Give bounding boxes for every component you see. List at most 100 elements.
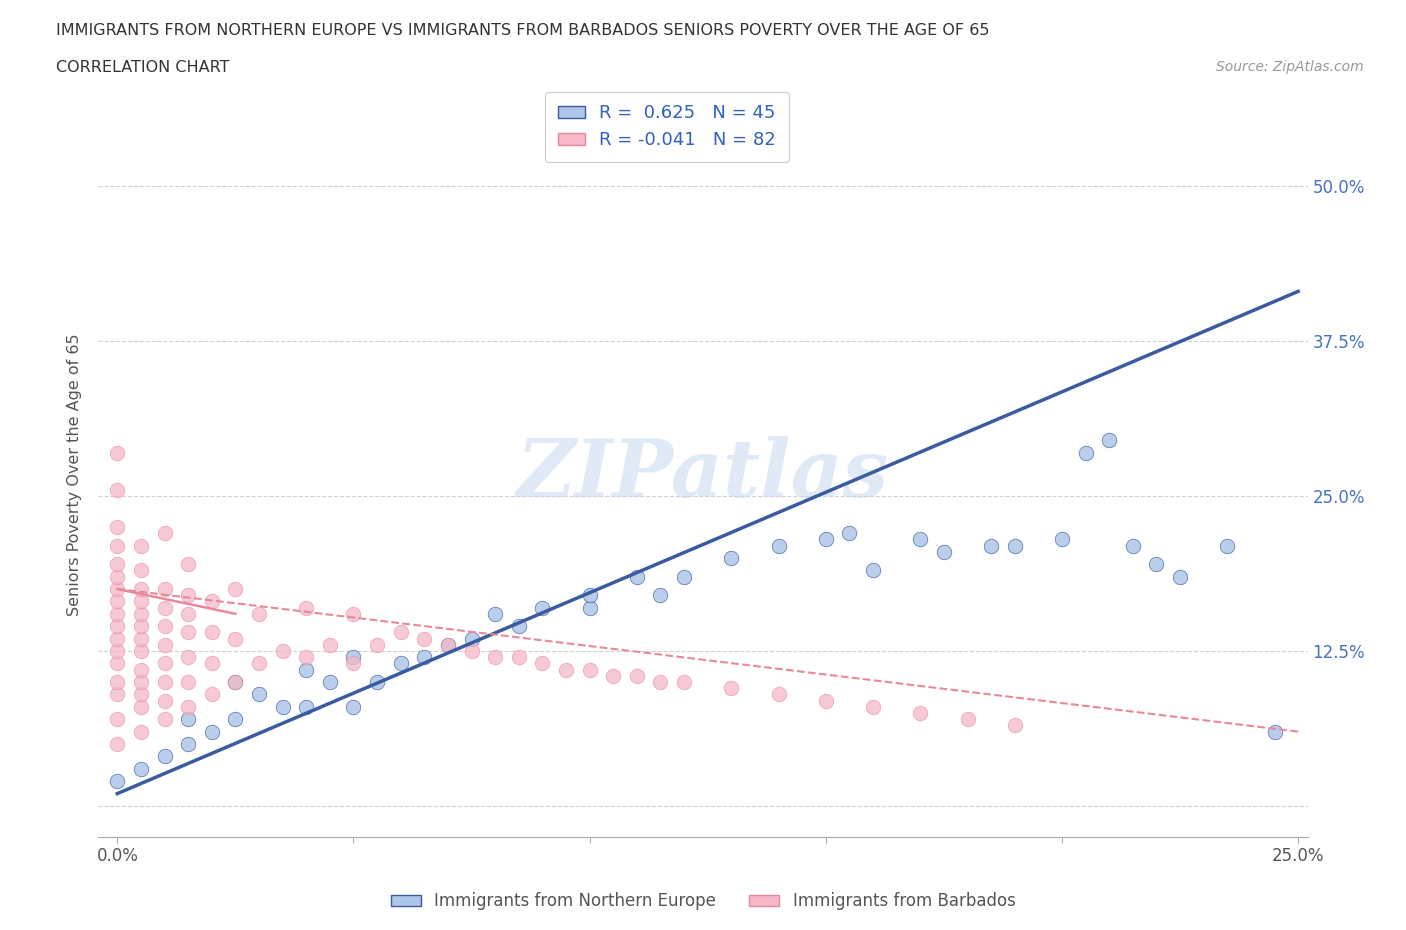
Point — [177, 606, 200, 621]
Point — [1263, 724, 1285, 739]
Point — [153, 637, 176, 652]
Point — [342, 699, 364, 714]
Point — [578, 600, 600, 615]
Point — [768, 687, 790, 702]
Point — [153, 618, 176, 633]
Point — [1050, 532, 1073, 547]
Point — [484, 606, 506, 621]
Point — [129, 762, 152, 777]
Point — [626, 569, 648, 584]
Point — [105, 631, 128, 646]
Point — [129, 724, 152, 739]
Point — [177, 588, 200, 603]
Point — [129, 606, 152, 621]
Point — [105, 594, 128, 609]
Point — [650, 674, 672, 689]
Point — [295, 699, 318, 714]
Point — [1074, 445, 1097, 460]
Point — [460, 631, 482, 646]
Point — [342, 606, 364, 621]
Point — [578, 588, 600, 603]
Point — [201, 724, 224, 739]
Point — [862, 563, 884, 578]
Point — [177, 625, 200, 640]
Point — [224, 711, 246, 726]
Point — [129, 618, 152, 633]
Point — [531, 656, 554, 671]
Point — [1098, 432, 1121, 447]
Point — [153, 693, 176, 708]
Point — [673, 674, 696, 689]
Point — [1122, 538, 1144, 553]
Point — [319, 674, 342, 689]
Point — [295, 662, 318, 677]
Point — [153, 656, 176, 671]
Point — [177, 737, 200, 751]
Point — [295, 600, 318, 615]
Text: IMMIGRANTS FROM NORTHERN EUROPE VS IMMIGRANTS FROM BARBADOS SENIORS POVERTY OVER: IMMIGRANTS FROM NORTHERN EUROPE VS IMMIG… — [56, 23, 990, 38]
Point — [247, 687, 270, 702]
Point — [602, 669, 624, 684]
Point — [814, 693, 837, 708]
Point — [129, 699, 152, 714]
Point — [247, 656, 270, 671]
Point — [342, 656, 364, 671]
Point — [105, 581, 128, 596]
Point — [389, 625, 412, 640]
Point — [129, 687, 152, 702]
Point — [201, 625, 224, 640]
Point — [153, 525, 176, 540]
Point — [177, 699, 200, 714]
Point — [105, 483, 128, 498]
Point — [153, 711, 176, 726]
Point — [508, 618, 530, 633]
Text: CORRELATION CHART: CORRELATION CHART — [56, 60, 229, 75]
Point — [862, 699, 884, 714]
Point — [1144, 557, 1167, 572]
Point — [555, 662, 578, 677]
Point — [224, 674, 246, 689]
Point — [129, 662, 152, 677]
Point — [484, 650, 506, 665]
Point — [105, 445, 128, 460]
Point — [153, 600, 176, 615]
Point — [129, 538, 152, 553]
Point — [980, 538, 1002, 553]
Point — [910, 532, 932, 547]
Point — [105, 557, 128, 572]
Point — [626, 669, 648, 684]
Legend: R =  0.625   N = 45, R = -0.041   N = 82: R = 0.625 N = 45, R = -0.041 N = 82 — [546, 92, 789, 162]
Text: ZIPatlas: ZIPatlas — [517, 435, 889, 513]
Point — [105, 687, 128, 702]
Point — [105, 711, 128, 726]
Point — [201, 687, 224, 702]
Point — [224, 631, 246, 646]
Point — [413, 631, 436, 646]
Point — [720, 551, 742, 565]
Point — [1168, 569, 1191, 584]
Point — [105, 618, 128, 633]
Point — [838, 525, 860, 540]
Point — [1004, 718, 1026, 733]
Point — [910, 706, 932, 721]
Point — [531, 600, 554, 615]
Legend: Immigrants from Northern Europe, Immigrants from Barbados: Immigrants from Northern Europe, Immigra… — [384, 885, 1022, 917]
Point — [105, 656, 128, 671]
Point — [105, 774, 128, 789]
Point — [105, 674, 128, 689]
Point — [366, 674, 388, 689]
Text: Source: ZipAtlas.com: Source: ZipAtlas.com — [1216, 60, 1364, 74]
Point — [814, 532, 837, 547]
Point — [105, 538, 128, 553]
Point — [366, 637, 388, 652]
Point — [224, 674, 246, 689]
Point — [177, 557, 200, 572]
Point — [177, 711, 200, 726]
Point — [578, 662, 600, 677]
Point — [105, 737, 128, 751]
Point — [295, 650, 318, 665]
Point — [271, 644, 294, 658]
Point — [720, 681, 742, 696]
Point — [437, 637, 460, 652]
Point — [177, 650, 200, 665]
